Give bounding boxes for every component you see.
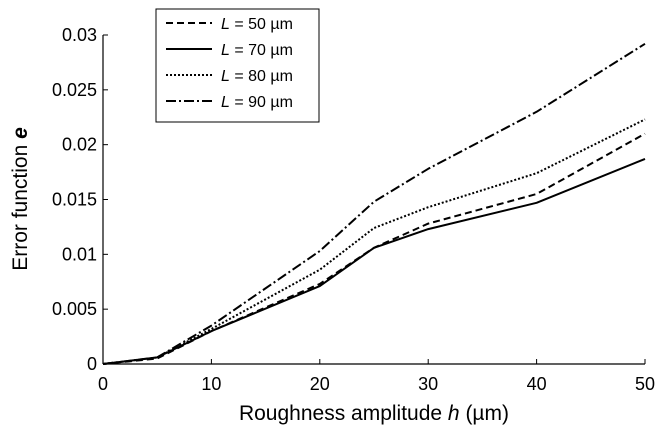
- x-tick-label: 30: [418, 374, 438, 394]
- legend-box: [155, 8, 320, 123]
- y-tick-label: 0.025: [52, 80, 97, 100]
- legend-label: L = 80 µm: [221, 68, 293, 85]
- legend-label: L = 90 µm: [221, 94, 293, 111]
- series-line-dotted: [102, 118, 646, 365]
- y-axis-label: Error function e: [9, 127, 32, 271]
- legend-label: L = 70 µm: [221, 42, 293, 59]
- x-tick-label: 10: [201, 374, 221, 394]
- ticks: 0 10 20 30 40 50 0 0.005 0.01 0.015 0.02 0.025 0.03: [52, 25, 655, 394]
- y-tick-label: 0.01: [62, 244, 97, 264]
- x-tick-label: 0: [98, 374, 108, 394]
- y-tick-label: 0.02: [62, 135, 97, 155]
- y-tick-label: 0: [87, 354, 97, 374]
- legend-label: L = 50 µm: [221, 16, 293, 33]
- series-line-solid: [102, 157, 646, 365]
- x-tick-label: 40: [527, 374, 547, 394]
- y-tick-label: 0.015: [52, 190, 97, 210]
- x-tick-label: 20: [310, 374, 330, 394]
- legend: L = 50 µm L = 70 µm L = 80 µm L = 90 µm: [155, 8, 320, 123]
- series-lines: [102, 42, 646, 365]
- series-line-dashdot: [102, 42, 646, 365]
- y-tick-label: 0.005: [52, 299, 97, 319]
- x-axis-label: Roughness amplitude h (µm): [239, 402, 509, 425]
- y-tick-label: 0.03: [62, 25, 97, 45]
- x-tick-label: 50: [635, 374, 655, 394]
